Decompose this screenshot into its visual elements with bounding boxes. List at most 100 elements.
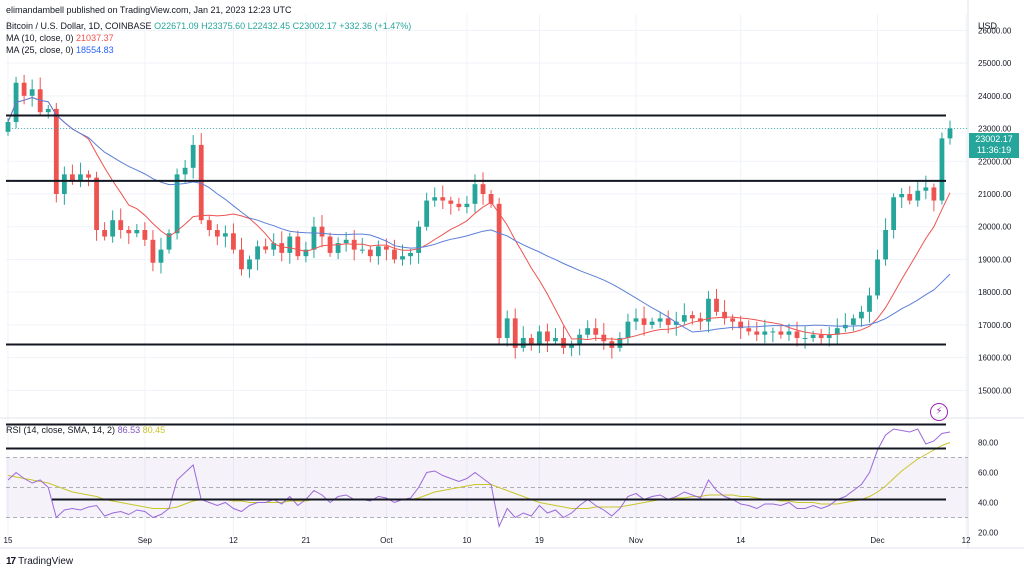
candle-body — [78, 174, 83, 181]
candle-body — [826, 334, 832, 338]
candle-body — [335, 243, 341, 253]
logo-text: TradingView — [18, 556, 74, 567]
candle-body — [94, 177, 99, 230]
price-tick-label: 15000.00 — [978, 386, 1012, 395]
candle-body — [118, 220, 124, 230]
candle-body — [158, 249, 164, 263]
ma10-label: MA (10, close, 0) — [6, 33, 74, 43]
candle-body — [61, 174, 67, 194]
tradingview-mark-icon: 17 — [6, 556, 16, 567]
rsi-label: RSI (14, close, SMA, 14, 2) — [6, 425, 116, 435]
moving-averages — [7, 96, 951, 341]
candle-body — [5, 122, 11, 132]
time-tick-label: 14 — [736, 536, 745, 545]
time-tick-label: 19 — [535, 536, 544, 545]
candle-body — [617, 338, 623, 348]
candle-body — [681, 315, 687, 322]
candle-body — [488, 194, 494, 204]
candle-body — [480, 184, 486, 194]
candle-body — [206, 220, 212, 230]
candle-body — [464, 203, 470, 208]
candle-body — [585, 328, 591, 335]
lightning-icon[interactable]: ⚡ — [930, 403, 948, 421]
candle-body — [319, 226, 325, 237]
candle-body — [915, 190, 921, 201]
candle-body — [867, 295, 872, 312]
candle-body — [754, 331, 760, 335]
candle-body — [859, 311, 864, 319]
candle-body — [263, 246, 269, 250]
candle-body — [899, 194, 905, 198]
rsi-tick-label: 40.00 — [978, 499, 999, 508]
candle-body — [665, 318, 671, 325]
candle-body — [214, 230, 220, 237]
candle-body — [255, 246, 260, 260]
candle-body — [174, 174, 180, 234]
candle-body — [400, 256, 405, 260]
candle-body — [239, 249, 244, 270]
candle-body — [907, 194, 913, 201]
time-tick-label: 21 — [301, 536, 310, 545]
price-tick-label: 21000.00 — [978, 190, 1012, 199]
candle-body — [786, 331, 792, 335]
time-tick-label: Oct — [380, 536, 393, 545]
candle-body — [504, 318, 510, 338]
candle-body — [424, 200, 430, 227]
grid-lines — [0, 0, 1024, 549]
candle-body — [416, 226, 422, 253]
price-axis-labels: 15000.00 16000.00 17000.00 18000.00 19000.00… — [978, 26, 1012, 537]
candle-body — [384, 246, 389, 250]
candle-body — [279, 243, 285, 253]
time-tick-label: 12 — [962, 536, 971, 545]
candle-body — [601, 334, 607, 342]
candle-body — [875, 259, 880, 296]
candle-body — [641, 318, 647, 325]
candle-body — [134, 230, 140, 234]
candle-body — [545, 331, 550, 342]
candle-body — [649, 321, 655, 325]
candle-body — [577, 334, 583, 345]
candle-body — [21, 82, 27, 96]
candle-body — [408, 252, 413, 257]
price-tick-label: 17000.00 — [978, 321, 1012, 330]
ma25-line — [7, 96, 951, 333]
price-tick-label: 23000.00 — [978, 125, 1012, 134]
candle-body — [746, 328, 752, 332]
candle-body — [303, 249, 309, 257]
candle-body — [931, 187, 937, 201]
candle-body — [673, 321, 679, 325]
time-tick-label: Nov — [629, 536, 643, 545]
ma10-value: 21037.37 — [76, 33, 114, 43]
candle-body — [110, 220, 116, 237]
rsi-lines — [6, 423, 951, 529]
candle-body — [891, 197, 897, 230]
rsi-tick-label: 80.00 — [978, 439, 999, 448]
candle-body — [142, 230, 148, 240]
candle-body — [295, 236, 301, 257]
candle-body — [392, 249, 397, 260]
candle-body — [247, 259, 252, 270]
rsi-line — [7, 428, 951, 529]
candle-body — [182, 167, 188, 175]
ma25-label: MA (25, close, 0) — [6, 45, 74, 55]
rsi-value: 86.53 — [117, 425, 141, 435]
time-tick-label: 10 — [462, 536, 471, 545]
candle-body — [794, 331, 800, 338]
candle-body — [714, 298, 719, 312]
price-tick-label: 24000.00 — [978, 92, 1012, 101]
tradingview-logo[interactable]: 17 TradingView — [6, 556, 73, 567]
candle-body — [528, 338, 534, 345]
time-axis-labels: 15Sep1221Oct1019Nov14Dec1221202316 — [4, 536, 972, 545]
candle-body — [198, 144, 204, 221]
candle-body — [939, 138, 945, 201]
candle-body — [770, 331, 776, 333]
symbol-legend: Bitcoin / U.S. Dollar, 1D, COINBASE O226… — [6, 21, 411, 31]
horizontal-levels — [6, 114, 946, 346]
bar-countdown: 11:36:19 — [976, 145, 1012, 155]
candle-body — [625, 321, 631, 338]
rsi-tick-label: 60.00 — [978, 469, 999, 478]
candle-body — [834, 328, 840, 335]
candle-body — [569, 344, 574, 348]
